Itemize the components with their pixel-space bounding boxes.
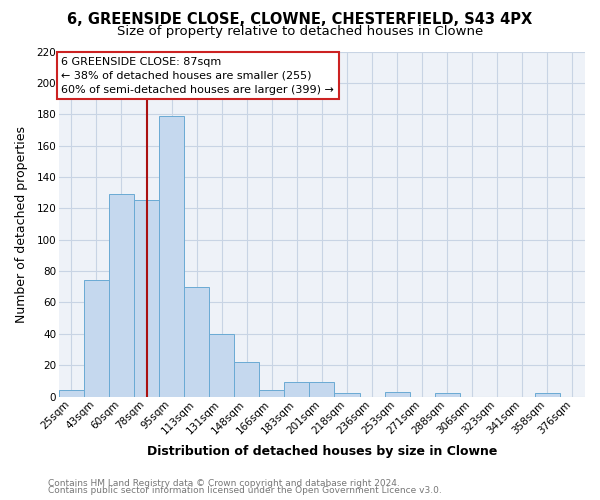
Bar xyxy=(310,382,334,396)
Bar xyxy=(434,394,460,396)
Bar xyxy=(385,392,410,396)
Bar xyxy=(259,390,284,396)
Bar xyxy=(159,116,184,396)
Bar xyxy=(284,382,310,396)
Bar xyxy=(84,280,109,396)
Bar xyxy=(209,334,234,396)
Bar xyxy=(109,194,134,396)
Bar xyxy=(59,390,84,396)
Bar xyxy=(134,200,159,396)
Text: Size of property relative to detached houses in Clowne: Size of property relative to detached ho… xyxy=(117,25,483,38)
Text: Contains public sector information licensed under the Open Government Licence v3: Contains public sector information licen… xyxy=(48,486,442,495)
Bar xyxy=(535,394,560,396)
Text: 6, GREENSIDE CLOSE, CLOWNE, CHESTERFIELD, S43 4PX: 6, GREENSIDE CLOSE, CLOWNE, CHESTERFIELD… xyxy=(67,12,533,28)
X-axis label: Distribution of detached houses by size in Clowne: Distribution of detached houses by size … xyxy=(147,444,497,458)
Bar xyxy=(184,286,209,397)
Bar xyxy=(334,394,359,396)
Bar xyxy=(234,362,259,396)
Text: Contains HM Land Registry data © Crown copyright and database right 2024.: Contains HM Land Registry data © Crown c… xyxy=(48,478,400,488)
Text: 6 GREENSIDE CLOSE: 87sqm
← 38% of detached houses are smaller (255)
60% of semi-: 6 GREENSIDE CLOSE: 87sqm ← 38% of detach… xyxy=(61,56,334,94)
Y-axis label: Number of detached properties: Number of detached properties xyxy=(15,126,28,322)
